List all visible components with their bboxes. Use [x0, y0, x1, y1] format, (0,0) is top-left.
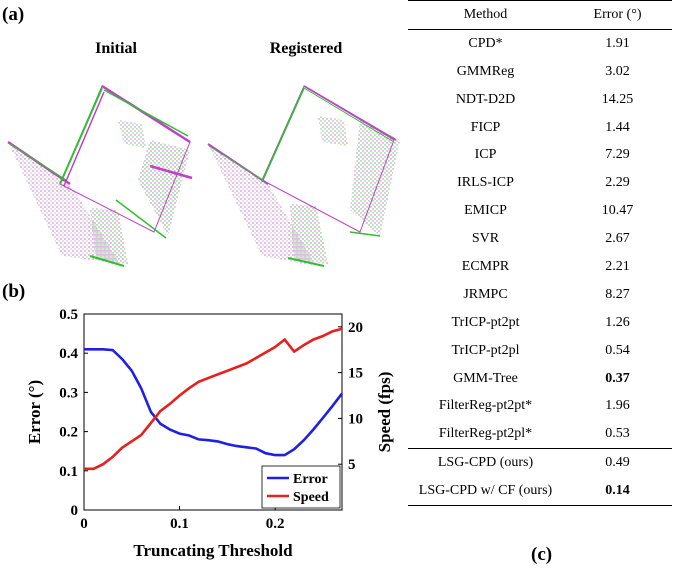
initial-point-cloud: [7, 84, 193, 267]
y-right-tick-label: 15: [348, 366, 363, 382]
error-cell: 7.29: [605, 147, 630, 163]
error-cell: 10.47: [601, 203, 634, 219]
table-row: NDT-D2D 14.25: [408, 86, 672, 114]
method-cell: IRLS-ICP: [457, 175, 514, 191]
registered-point-cloud: [207, 85, 400, 267]
table-row: FilterReg-pt2pl* 0.53: [408, 420, 672, 448]
panel-a-label: (a): [2, 4, 25, 25]
table-header-row: Method Error (°): [408, 0, 672, 30]
method-cell: FilterReg-pt2pl*: [438, 426, 533, 442]
error-cell: 1.26: [605, 314, 630, 330]
table-row: CPD* 1.91: [408, 29, 672, 57]
left-wall: [208, 144, 316, 266]
error-cell: 0.54: [605, 342, 630, 358]
error-cell: 0.53: [605, 426, 630, 442]
table-row: IRLS-ICP 2.29: [408, 169, 672, 197]
table-row: TrICP-pt2pl 0.54: [408, 337, 672, 365]
error-cell: 1.44: [605, 119, 630, 135]
legend-label-speed: Speed: [293, 490, 329, 505]
error-cell: 14.25: [601, 91, 634, 107]
table-row: ICP 7.29: [408, 141, 672, 169]
x-tick-label: 0.2: [266, 516, 285, 532]
method-cell: SVR: [471, 231, 500, 247]
legend-label-error: Error: [293, 472, 328, 487]
error-cell: 2.29: [605, 175, 630, 191]
error-cell: 3.02: [605, 63, 630, 79]
panel-c-label: (c): [531, 544, 553, 565]
method-cell: ECMPR: [461, 258, 510, 274]
error-cell: 0.37: [605, 370, 630, 386]
y-left-tick-label: 0.5: [59, 307, 78, 323]
table-row: JRMPC 8.27: [408, 281, 672, 309]
y-right-tick-label: 5: [348, 457, 356, 473]
header-error: Error (°): [593, 6, 642, 22]
method-cell: LSG-CPD w/ CF (ours): [418, 483, 553, 499]
plot-frame: [83, 313, 343, 511]
error-cell: 2.21: [605, 258, 630, 274]
y-right-tick-label: 10: [348, 411, 363, 427]
method-cell: TrICP-pt2pt: [451, 314, 520, 330]
method-cell: GMM-Tree: [453, 370, 518, 386]
panel-b-label: (b): [2, 281, 26, 302]
registered-title: Registered: [269, 40, 343, 57]
y-left-tick-label: 0: [71, 503, 79, 519]
table-row: TrICP-pt2pt 1.26: [408, 309, 672, 337]
table-row: FICP 1.44: [408, 114, 672, 142]
method-cell: ICP: [474, 147, 497, 163]
y-right-tick-label: 20: [348, 320, 363, 336]
error-cell: 8.27: [605, 286, 630, 302]
table-row: GMM-Tree 0.37: [408, 365, 672, 393]
table-row: LSG-CPD w/ CF (ours) 0.14: [408, 477, 672, 506]
method-cell: NDT-D2D: [455, 91, 516, 107]
series-line-speed: [84, 327, 343, 471]
y-left-tick-label: 0.3: [59, 385, 78, 401]
error-cell: 0.49: [605, 455, 630, 471]
y-left-axis-label: Error (°): [25, 380, 44, 444]
x-tick-label: 0.1: [170, 516, 189, 532]
y-right-axis-label: Speed (fps): [375, 372, 394, 453]
x-axis-label: Truncating Threshold: [133, 541, 293, 560]
y-left-tick-label: 0.2: [59, 425, 78, 441]
error-cell: 0.14: [605, 483, 630, 499]
header-method: Method: [463, 6, 508, 22]
initial-title: Initial: [95, 40, 137, 57]
method-cell: GMMReg: [456, 63, 515, 79]
method-cell: LSG-CPD (ours): [437, 455, 534, 471]
method-cell: JRMPC: [463, 286, 508, 302]
y-left-tick-label: 0.1: [59, 464, 78, 480]
y-left-tick-label: 0.4: [59, 346, 78, 362]
method-cell: FICP: [470, 119, 501, 135]
table-row: LSG-CPD (ours) 0.49: [408, 448, 672, 477]
table-row: EMICP 10.47: [408, 197, 672, 225]
error-speed-chart: 0 0.1 0.2 0 0.1 0.2 0.3 0.4 0.5 5 10 15 20 Truncating…: [25, 307, 394, 560]
left-wall: [8, 142, 120, 264]
error-cell: 2.67: [605, 231, 630, 247]
table-row: ECMPR 2.21: [408, 253, 672, 281]
error-cell: 1.91: [605, 35, 630, 51]
table-row: FilterReg-pt2pt* 1.96: [408, 392, 672, 420]
series-line-error: [84, 347, 344, 457]
method-cell: TrICP-pt2pl: [451, 342, 520, 358]
error-cell: 1.96: [605, 398, 630, 414]
table-row: GMMReg 3.02: [408, 58, 672, 86]
x-tick-label: 0: [80, 516, 88, 532]
method-cell: EMICP: [464, 203, 507, 219]
method-cell: CPD*: [468, 35, 503, 51]
legend-box: [261, 465, 341, 509]
table-row: SVR 2.67: [408, 225, 672, 253]
method-cell: FilterReg-pt2pt*: [438, 398, 533, 414]
results-table: Method Error (°) CPD* 1.91 GMMReg 3.02 NDT…: [408, 0, 676, 506]
